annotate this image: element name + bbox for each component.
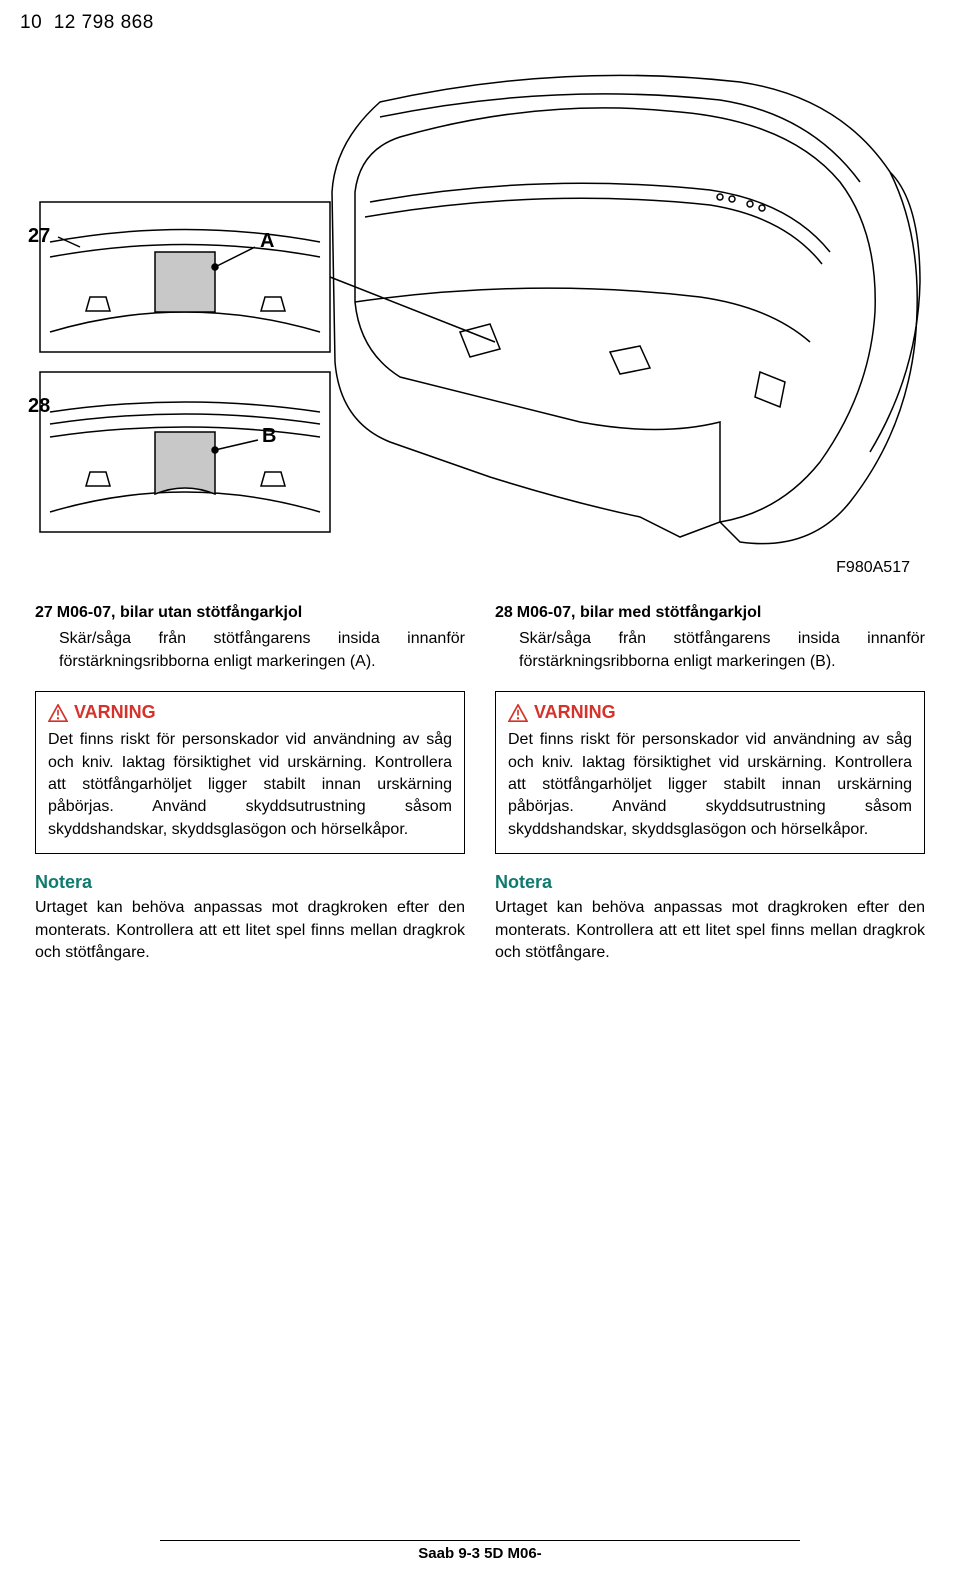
callout-A: A — [260, 230, 274, 252]
right-column: 28M06-07, bilar med stötfångarkjol Skär/… — [495, 602, 925, 964]
step-title: M06-07, bilar med stötfångarkjol — [517, 604, 762, 621]
footer-rule — [160, 1540, 800, 1541]
bumper-diagram-svg: 27 A 28 B — [20, 42, 940, 572]
page-header: 10 12 798 868 — [0, 0, 960, 42]
step-27-body: Skär/såga från stötfångarens insida inna… — [59, 628, 465, 673]
step-27-header: 27M06-07, bilar utan stötfångarkjol — [35, 602, 465, 624]
callout-B: B — [262, 425, 276, 447]
warning-body: Det finns riskt för personskador vid anv… — [48, 729, 452, 841]
warning-title: VARNING — [508, 702, 912, 723]
note-body-right: Urtaget kan behöva anpassas mot dragkrok… — [495, 897, 925, 964]
step-28-body: Skär/såga från stötfångarens insida inna… — [519, 628, 925, 673]
warning-label: VARNING — [534, 702, 616, 723]
left-column: 27M06-07, bilar utan stötfångarkjol Skär… — [35, 602, 465, 964]
doc-number: 12 798 868 — [54, 12, 154, 33]
warning-label: VARNING — [74, 702, 156, 723]
note-title-left: Notera — [35, 872, 465, 893]
warning-title: VARNING — [48, 702, 452, 723]
callout-28: 28 — [28, 395, 50, 417]
footer-text: Saab 9-3 5D M06- — [0, 1545, 960, 1562]
callout-27: 27 — [28, 225, 50, 247]
warning-box-right: VARNING Det finns riskt för personskador… — [495, 691, 925, 854]
figure-id: F980A517 — [836, 559, 910, 577]
step-num: 28 — [495, 602, 513, 624]
step-num: 27 — [35, 602, 53, 624]
step-28-header: 28M06-07, bilar med stötfångarkjol — [495, 602, 925, 624]
page-number: 10 — [20, 12, 42, 33]
note-title-right: Notera — [495, 872, 925, 893]
warning-box-left: VARNING Det finns riskt för personskador… — [35, 691, 465, 854]
warning-body: Det finns riskt för personskador vid anv… — [508, 729, 912, 841]
step-title: M06-07, bilar utan stötfångarkjol — [57, 604, 302, 621]
page-footer: Saab 9-3 5D M06- — [0, 1540, 960, 1562]
note-body-left: Urtaget kan behöva anpassas mot dragkrok… — [35, 897, 465, 964]
warning-triangle-icon — [48, 704, 68, 722]
text-columns: 27M06-07, bilar utan stötfångarkjol Skär… — [0, 592, 960, 964]
technical-figure: 27 A 28 B F980A517 — [20, 42, 940, 572]
warning-triangle-icon — [508, 704, 528, 722]
